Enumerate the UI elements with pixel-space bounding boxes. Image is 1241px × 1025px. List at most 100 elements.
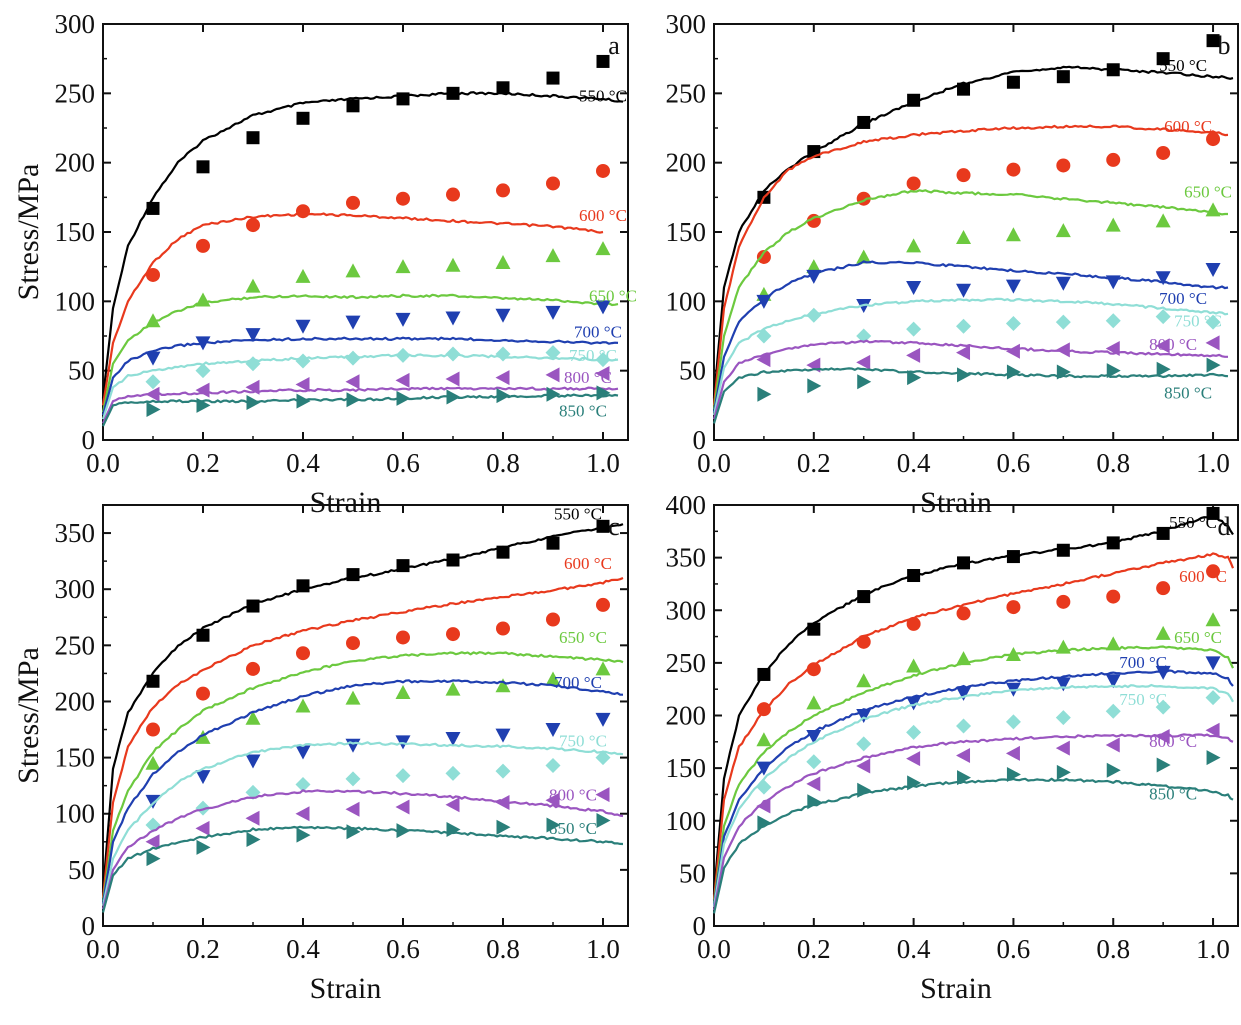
series-850c (712, 357, 1229, 424)
data-point-marker (546, 71, 560, 85)
data-point-marker (806, 754, 822, 770)
data-point-marker (906, 238, 922, 253)
data-point-marker (907, 775, 922, 791)
data-point-marker (907, 93, 921, 107)
series-label: 850 °C (559, 401, 607, 420)
data-point-marker (545, 723, 561, 738)
data-point-marker (956, 718, 972, 734)
data-point-marker (445, 371, 460, 387)
data-point-marker (1006, 600, 1021, 615)
data-point-marker (146, 201, 160, 215)
data-point-marker (545, 305, 561, 320)
data-point-marker (857, 782, 872, 798)
data-point-marker (1105, 217, 1121, 232)
data-point-marker (395, 347, 411, 363)
series-curve (101, 651, 624, 902)
y-tick-label: 150 (666, 753, 707, 783)
data-point-marker (445, 765, 461, 781)
data-point-marker (446, 821, 461, 837)
series-curve (101, 741, 624, 907)
data-point-marker (1005, 227, 1021, 242)
data-point-marker (1005, 646, 1021, 661)
data-point-marker (145, 351, 161, 366)
data-point-marker (296, 646, 310, 661)
data-point-marker (856, 736, 872, 752)
y-tick-label: 50 (679, 356, 706, 386)
series-label: 650 °C (559, 628, 607, 647)
y-tick-label: 100 (55, 286, 96, 316)
data-point-marker (446, 627, 460, 642)
data-point-marker (957, 770, 972, 786)
data-point-marker (1006, 162, 1021, 177)
series-label: 700 °C (1159, 289, 1207, 308)
data-point-marker (245, 810, 260, 826)
series-650c (712, 612, 1234, 903)
y-tick-label: 400 (666, 490, 707, 520)
data-point-marker (595, 241, 611, 256)
data-point-marker (856, 709, 872, 723)
x-tick-label: 0.2 (797, 934, 831, 964)
data-point-marker (1056, 543, 1070, 557)
series-750c (101, 741, 624, 907)
data-point-marker (806, 259, 822, 274)
data-point-marker (296, 393, 311, 409)
data-point-marker (756, 798, 771, 814)
y-tick-label: 300 (666, 595, 707, 625)
data-point-marker (1206, 564, 1221, 579)
data-point-marker (1056, 594, 1071, 609)
data-point-marker (906, 347, 921, 363)
data-point-marker (956, 230, 972, 245)
data-point-marker (495, 728, 511, 743)
series-750c (101, 345, 619, 420)
x-axis-title: Strain (310, 486, 382, 519)
data-point-marker (295, 745, 311, 760)
data-point-marker (956, 606, 971, 621)
data-point-marker (196, 397, 211, 413)
x-tick-label: 0.4 (286, 448, 320, 478)
data-point-marker (295, 377, 310, 393)
data-point-marker (807, 794, 822, 810)
data-point-marker (1055, 710, 1071, 726)
data-point-marker (1206, 34, 1220, 48)
series-700c (101, 300, 619, 416)
y-tick-label: 100 (666, 286, 707, 316)
series-curve (101, 523, 624, 893)
data-point-marker (956, 318, 972, 334)
series-850c (101, 812, 624, 913)
series-750c (712, 297, 1229, 416)
data-point-marker (956, 345, 971, 361)
data-point-marker (1205, 314, 1221, 330)
series-650c (101, 651, 624, 902)
data-point-marker (1155, 309, 1171, 325)
data-point-marker (446, 553, 460, 567)
data-point-marker (906, 280, 922, 295)
data-point-marker (856, 354, 871, 370)
data-point-marker (145, 794, 161, 809)
data-point-marker (145, 374, 161, 390)
data-point-marker (1105, 737, 1120, 753)
data-point-marker (346, 568, 360, 582)
series-curve (101, 353, 619, 420)
data-point-marker (496, 621, 510, 636)
data-point-marker (496, 388, 511, 404)
data-point-marker (907, 569, 921, 583)
data-point-marker (545, 367, 560, 383)
series-curve (101, 386, 619, 424)
x-tick-label: 0.2 (797, 448, 831, 478)
series-curve (101, 825, 624, 913)
data-point-marker (296, 204, 310, 219)
data-point-marker (445, 732, 461, 747)
data-point-marker (856, 673, 872, 688)
data-point-marker (1105, 703, 1121, 719)
data-point-marker (395, 372, 410, 388)
series-label: 850 °C (549, 819, 597, 838)
data-point-marker (806, 662, 821, 677)
data-point-marker (145, 834, 160, 850)
series-800c (712, 722, 1234, 911)
x-tick-label: 0.8 (1096, 934, 1130, 964)
data-point-marker (1205, 656, 1221, 671)
series-label: 650 °C (1184, 182, 1232, 201)
data-point-marker (595, 750, 611, 766)
series-label: 850 °C (1164, 383, 1212, 402)
y-tick-label: 200 (55, 148, 96, 178)
